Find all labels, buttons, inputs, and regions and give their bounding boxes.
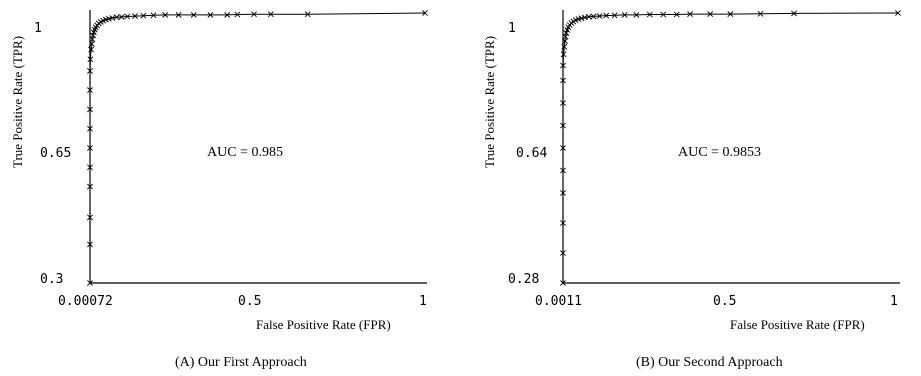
panel-b-data-point (687, 11, 694, 18)
panel-a-ylabel: True Positive Rate (TPR) (10, 36, 25, 168)
panel-b-data-point (560, 51, 567, 58)
panel-b-data-point (560, 122, 566, 129)
panel-a-data-point (132, 13, 138, 20)
panel-b-data-point (727, 11, 734, 18)
panel-b-data-point (707, 11, 714, 18)
panel-a-data-point (87, 106, 93, 113)
panel-b-data-point (603, 12, 610, 19)
panel-a-data-point (87, 183, 93, 190)
panel-b-data-point (561, 43, 568, 50)
panel-b-data-point (560, 100, 566, 106)
panel-a-data-point (87, 280, 93, 286)
panel-a-data-point (150, 12, 157, 19)
panel-b-data-point (578, 15, 585, 22)
panel-b-data-point (560, 220, 566, 226)
panel-b-annotation: AUC = 0.9853 (678, 145, 761, 160)
panel-a-data-point (422, 10, 428, 16)
panel-a-data-point (234, 11, 241, 18)
panel-b-data-point (560, 62, 566, 69)
panel-a-data-point (113, 14, 120, 21)
panel-b-data-point (611, 12, 618, 19)
panel-b-data-point (585, 13, 592, 20)
panel-b-data-point (757, 10, 764, 17)
panel-b-data-point (646, 11, 653, 18)
panel-b-data-point (673, 11, 680, 18)
panel-b-data-point (590, 13, 597, 20)
panel-a-data-point (267, 11, 274, 18)
panel-b-data-point (560, 167, 566, 174)
panel-a-data-point (87, 67, 93, 74)
panel-b-data-point (596, 13, 603, 19)
panel-a-data-point (304, 11, 311, 18)
panel-a-ytick-bottom: 0.3 (40, 272, 63, 287)
panel-a-data-point (87, 214, 93, 221)
panel-b-data-point (560, 190, 566, 196)
panel-a-annotation: AUC = 0.985 (207, 145, 283, 160)
panel-b-xtick-right: 1 (890, 294, 898, 309)
panel-a-data-point (87, 241, 93, 248)
panel-a-xtick-mid: 0.5 (238, 294, 261, 309)
panel-a-data-point (87, 164, 93, 171)
panel-a-data-point (140, 12, 147, 19)
panel-a-data-point (88, 40, 95, 47)
panel-b-ytick-top: 1 (508, 21, 516, 36)
panel-a-caption: (A) Our First Approach (175, 355, 307, 370)
panel-a-data-point (251, 11, 257, 18)
panel-b-ytick-mid: 0.64 (516, 146, 547, 161)
panel-b-data-point (660, 11, 667, 18)
panel-a-data-point (118, 13, 125, 20)
panel-b-data-point (791, 10, 797, 17)
panel-a-data-point (87, 125, 93, 132)
panel-a-xtick-left: 0.00072 (58, 294, 113, 309)
panel-b-data-point (621, 11, 628, 18)
panel-a-plot (87, 10, 428, 286)
panel-b-data-point (560, 250, 566, 256)
panel-b-data-point (560, 280, 566, 286)
panel-b-xtick-mid: 0.5 (713, 294, 736, 309)
panel-a-xlabel: False Positive Rate (FPR) (256, 317, 391, 332)
panel-b-caption: (B) Our Second Approach (636, 355, 783, 370)
panel-a-data-point (190, 11, 197, 18)
panel-b-ytick-bottom: 0.28 (508, 272, 539, 287)
panel-a-data-point (175, 11, 182, 18)
panel-a-data-point (162, 11, 169, 18)
panel-a-data-point (88, 46, 95, 53)
panel-a-data-point (87, 56, 94, 63)
panel-b-xlabel: False Positive Rate (FPR) (730, 317, 865, 332)
panel-a-data-point (224, 11, 231, 18)
panel-a-data-point (87, 145, 93, 151)
panel-a-data-point (124, 13, 131, 20)
panel-b-xtick-left: 0.0011 (535, 294, 582, 309)
panel-a-data-point (87, 87, 93, 94)
roc-panel-a: True Positive Rate (TPR) 1 0.65 0.3 0.00… (10, 10, 428, 370)
panel-b-data-point (895, 10, 901, 16)
panel-a-ytick-top: 1 (34, 21, 42, 36)
panel-b-data-point (560, 77, 566, 84)
panel-b-data-point (633, 11, 640, 18)
panel-b-data-point (560, 145, 566, 151)
panel-b-plot (560, 10, 901, 286)
roc-panel-b: True Positive Rate (TPR) 1 0.64 0.28 0.0… (482, 10, 901, 370)
panel-a-xtick-right: 1 (419, 294, 427, 309)
panel-a-ytick-mid: 0.65 (40, 146, 71, 161)
panel-a-data-point (207, 11, 214, 18)
panel-b-ylabel: True Positive Rate (TPR) (482, 36, 497, 168)
